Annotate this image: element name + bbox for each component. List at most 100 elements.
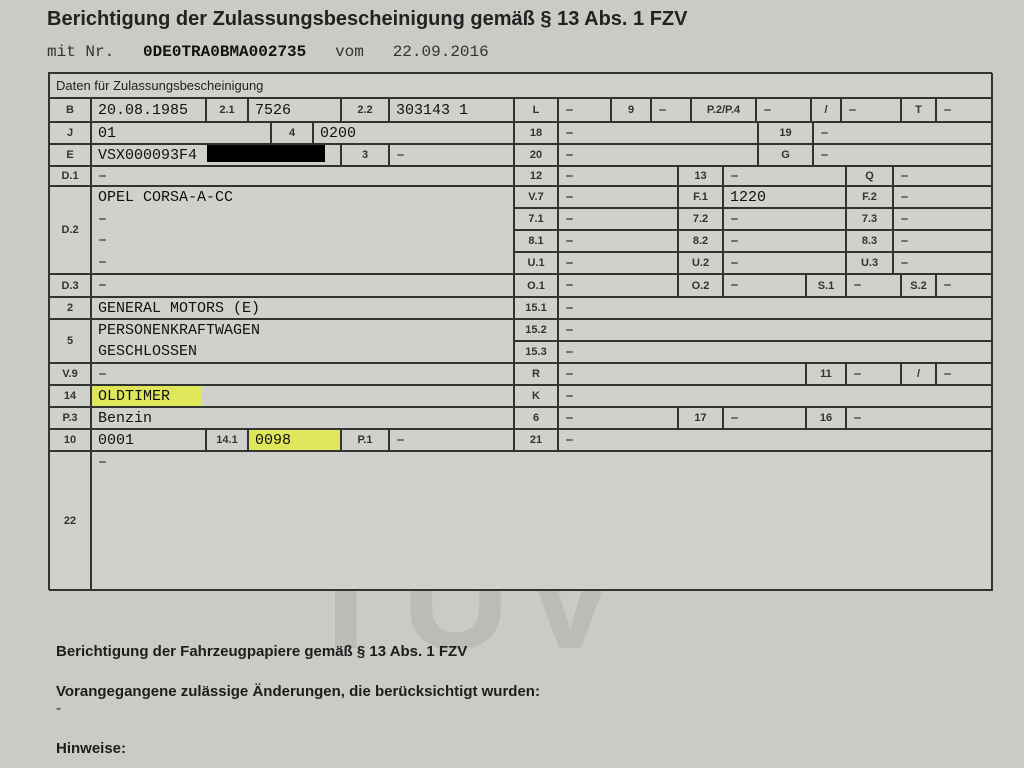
field-label-P2P4: P.2/P.4 <box>691 98 756 122</box>
field-value-slash1: – <box>841 98 901 122</box>
field-value-f13: – <box>723 166 846 186</box>
field-value-P1: – <box>389 429 514 451</box>
field-value-f20: – <box>558 144 758 166</box>
field-value-f2_2: 303143 1 <box>389 98 514 122</box>
field-value-K: – <box>558 385 993 407</box>
field-value-T: – <box>936 98 993 122</box>
field-label-f20: 20 <box>514 144 558 166</box>
page-title: Berichtigung der Zulassungsbescheinigung… <box>47 8 688 30</box>
field-label-D1: D.1 <box>49 166 91 186</box>
field-value-22: – <box>91 451 993 591</box>
field-label-f15_1: 15.1 <box>514 297 558 319</box>
field-label-f15_3: 15.3 <box>514 341 558 363</box>
field-label-F2: F.2 <box>846 186 893 208</box>
field-label-P3: P.3 <box>49 407 91 429</box>
field-label-f3: 3 <box>341 144 389 166</box>
field-value-f14: OLDTIMER <box>91 385 514 407</box>
document-date: 22.09.2016 <box>392 43 489 61</box>
field-value-f15_3: – <box>558 341 993 363</box>
field-label-f14_1: 14.1 <box>206 429 248 451</box>
field-label-f16: 16 <box>806 407 846 429</box>
field-value-f7_2: – <box>723 208 846 230</box>
field-label-f13: 13 <box>678 166 723 186</box>
field-label-slash2: / <box>901 363 936 385</box>
field-value-R: – <box>558 363 806 385</box>
field-label-D2: D.2 <box>49 186 91 274</box>
field-value-f15_1: – <box>558 297 993 319</box>
field-value-f19: – <box>813 122 993 144</box>
field-value-f15_2: – <box>558 319 993 341</box>
field-label-f18: 18 <box>514 122 558 144</box>
field-value-f18: – <box>558 122 758 144</box>
field-label-D3: D.3 <box>49 274 91 297</box>
d2-line: – <box>98 232 108 250</box>
field-label-B: B <box>49 98 91 122</box>
field-label-22: 22 <box>49 451 91 591</box>
field-value-D2: OPEL CORSA-A-CC – – – <box>91 186 514 274</box>
field-label-K: K <box>514 385 558 407</box>
field-label-f11: 11 <box>806 363 846 385</box>
field-value-f16: – <box>846 407 993 429</box>
field-label-f7_3: 7.3 <box>846 208 893 230</box>
field-label-f2_1: 2.1 <box>206 98 248 122</box>
field-value-f10: 0001 <box>91 429 206 451</box>
field-label-Q: Q <box>846 166 893 186</box>
registration-data-table: Daten für Zulassungsbescheinigung B 20.08.… <box>48 72 993 591</box>
field-label-slash1: / <box>811 98 841 122</box>
f5-line: PERSONENKRAFTWAGEN <box>98 322 261 339</box>
document-number-line: mit Nr. 0DE0TRA0BMA002735 vom 22.09.2016 <box>47 43 489 61</box>
field-value-O1: – <box>558 274 678 297</box>
field-value-f2: GENERAL MOTORS (E) <box>91 297 514 319</box>
field-value-V7: – <box>558 186 678 208</box>
field-value-f7_3: – <box>893 208 993 230</box>
changes-heading: Vorangegangene zulässige Änderungen, die… <box>56 683 540 700</box>
field-label-f6: 6 <box>514 407 558 429</box>
field-value-L: – <box>558 98 611 122</box>
field-value-f12: – <box>558 166 678 186</box>
d2-line: OPEL CORSA-A-CC <box>98 189 234 207</box>
field-label-f8_2: 8.2 <box>678 230 723 252</box>
field-label-G: G <box>758 144 813 166</box>
field-value-B: 20.08.1985 <box>91 98 206 122</box>
field-value-S2: – <box>936 274 993 297</box>
nr-label: mit Nr. <box>47 43 115 61</box>
field-value-U3: – <box>893 252 993 274</box>
field-value-f14_1: 0098 <box>248 429 341 451</box>
changes-value: - <box>56 700 61 717</box>
field-value-5: PERSONENKRAFTWAGEN GESCHLOSSEN <box>91 319 514 363</box>
field-value-f21: – <box>558 429 993 451</box>
field-value-D1: – <box>91 166 514 186</box>
field-label-f21: 21 <box>514 429 558 451</box>
field-label-O2: O.2 <box>678 274 723 297</box>
field-label-f2: 2 <box>49 297 91 319</box>
field-label-T: T <box>901 98 936 122</box>
field-value-V9: – <box>91 363 514 385</box>
field-value-P3: Benzin <box>91 407 514 429</box>
field-label-P1: P.1 <box>341 429 389 451</box>
field-label-f8_3: 8.3 <box>846 230 893 252</box>
field-label-F1: F.1 <box>678 186 723 208</box>
field-value-f17: – <box>723 407 806 429</box>
field-label-f12: 12 <box>514 166 558 186</box>
d2-line: – <box>98 210 108 228</box>
field-value-f6: – <box>558 407 678 429</box>
field-label-5: 5 <box>49 319 91 363</box>
field-value-J: 01 <box>91 122 271 144</box>
field-value-F1: 1220 <box>723 186 846 208</box>
field-value-f7_1: – <box>558 208 678 230</box>
field-label-V9: V.9 <box>49 363 91 385</box>
field-value-slash2: – <box>936 363 993 385</box>
field-label-E: E <box>49 144 91 166</box>
field-label-f9: 9 <box>611 98 651 122</box>
field-label-f2_2: 2.2 <box>341 98 389 122</box>
field-label-f7_1: 7.1 <box>514 208 558 230</box>
field-label-J: J <box>49 122 91 144</box>
field-label-f14: 14 <box>49 385 91 407</box>
field-value-Q: – <box>893 166 993 186</box>
field-value-U1: – <box>558 252 678 274</box>
field-value-f8_1: – <box>558 230 678 252</box>
field-label-f10: 10 <box>49 429 91 451</box>
field-label-R: R <box>514 363 558 385</box>
d2-line: – <box>98 253 108 271</box>
field-value-f3: – <box>389 144 514 166</box>
